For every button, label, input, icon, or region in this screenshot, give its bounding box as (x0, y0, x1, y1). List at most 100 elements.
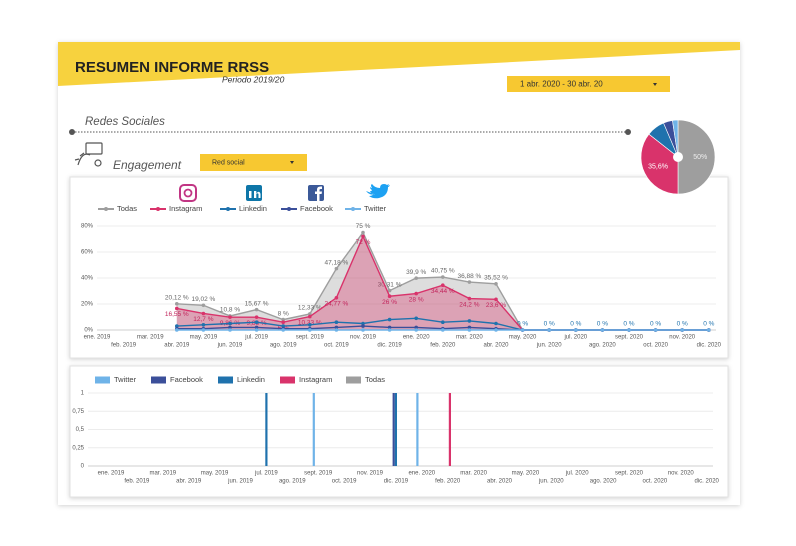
legend-swatch (346, 376, 361, 384)
legend-label: Twitter (114, 375, 137, 384)
linkedin-icon-mark (249, 191, 252, 198)
x-tick-label: jul. 2020 (565, 471, 589, 477)
legend-dot (287, 207, 291, 211)
x-tick-label: feb. 2020 (435, 479, 461, 485)
x-tick-label: ene. 2019 (84, 335, 111, 341)
bar (312, 393, 315, 466)
data-point (201, 323, 206, 327)
section-title: Redes Sociales (85, 116, 165, 128)
pie-slice (640, 133, 679, 195)
data-point (281, 324, 286, 328)
data-point (600, 328, 605, 332)
data-point (334, 266, 339, 271)
y-tick-label: 0,75 (72, 409, 84, 415)
data-point (361, 324, 365, 328)
x-tick-label: dic. 2020 (697, 343, 722, 349)
data-label: 36,88 % (457, 273, 481, 280)
legend-dot (226, 207, 230, 211)
legend-label: Todas (117, 204, 137, 213)
legend-swatch (95, 376, 110, 384)
data-point (308, 312, 312, 316)
data-label: 0 % (703, 321, 714, 328)
header-stripe (58, 42, 740, 86)
series-area (176, 236, 709, 330)
x-tick-label: oct. 2019 (332, 479, 357, 485)
x-tick-label: jul. 2020 (563, 335, 587, 341)
data-label: 0 % (623, 321, 634, 328)
x-tick-label: feb. 2019 (111, 343, 137, 349)
x-tick-label: mar. 2019 (137, 335, 164, 341)
data-label: 24,77 % (324, 301, 348, 308)
data-label: 12,7 % (193, 316, 213, 323)
pie-slice (672, 119, 679, 158)
bar (416, 393, 419, 466)
data-point (228, 321, 232, 326)
data-point (467, 280, 472, 284)
x-tick-label: abr. 2019 (164, 343, 190, 349)
data-label: 19,02 % (191, 296, 215, 303)
data-label: 34,44 % (431, 288, 455, 295)
data-point (361, 328, 365, 332)
x-tick-label: sept. 2020 (615, 471, 644, 477)
data-point (441, 283, 445, 288)
date-range-picker[interactable] (507, 76, 670, 92)
bar (265, 393, 268, 466)
data-point (308, 323, 312, 327)
data-point (334, 295, 339, 300)
y-tick-label: 40% (81, 276, 94, 282)
x-tick-label: nov. 2019 (350, 335, 377, 341)
data-point (201, 328, 206, 332)
x-tick-label: may. 2019 (190, 335, 218, 341)
data-point (387, 294, 392, 299)
data-point (574, 328, 578, 332)
y-tick-label: 0,5 (76, 427, 85, 433)
x-tick-label: ago. 2020 (590, 479, 617, 485)
x-tick-label: jun. 2020 (536, 343, 562, 349)
data-point (175, 324, 179, 328)
data-point (175, 306, 179, 311)
data-label: 12,33 % (298, 305, 322, 312)
data-label: 72 % (356, 239, 371, 246)
data-point (281, 320, 286, 325)
legend-label: Todas (365, 375, 385, 384)
pie-label: 50% (693, 154, 707, 161)
data-point (494, 297, 498, 302)
divider-dot (69, 129, 75, 135)
data-label: 35,52 % (484, 275, 508, 282)
data-label: 47,18 % (324, 259, 348, 266)
x-tick-label: ene. 2019 (98, 471, 125, 477)
x-tick-label: mar. 2020 (460, 471, 487, 477)
data-point (228, 315, 232, 319)
data-point (441, 275, 445, 279)
y-tick-label: 80% (81, 224, 94, 230)
data-label: 0 % (544, 321, 555, 328)
y-tick-label: 20% (81, 302, 94, 308)
bar (392, 393, 395, 466)
data-point (387, 325, 392, 330)
data-label: 0 % (517, 321, 528, 328)
data-label: 26 % (382, 299, 397, 306)
y-tick-label: 1 (81, 391, 85, 397)
data-point (361, 234, 365, 239)
data-point (254, 307, 259, 312)
date-range-text: 1 abr. 2020 - 30 abr. 20 (520, 80, 603, 89)
pie-center (673, 152, 683, 162)
data-point (707, 328, 711, 332)
data-point (414, 328, 419, 332)
x-tick-label: mar. 2020 (456, 335, 483, 341)
pie-slice (677, 119, 716, 195)
y-tick-label: 0% (84, 328, 93, 334)
data-label: 8 % (278, 310, 289, 317)
legend-swatch (280, 376, 295, 384)
data-point (254, 320, 259, 325)
data-point (308, 314, 312, 319)
bar (394, 393, 397, 466)
twitter-icon (366, 184, 390, 199)
data-point (387, 288, 392, 293)
data-label: 0 % (650, 321, 661, 328)
data-point (254, 325, 259, 330)
x-tick-label: dic. 2019 (384, 479, 409, 485)
network-filter[interactable] (200, 154, 307, 171)
data-point (414, 316, 419, 321)
instagram-icon (179, 184, 197, 202)
